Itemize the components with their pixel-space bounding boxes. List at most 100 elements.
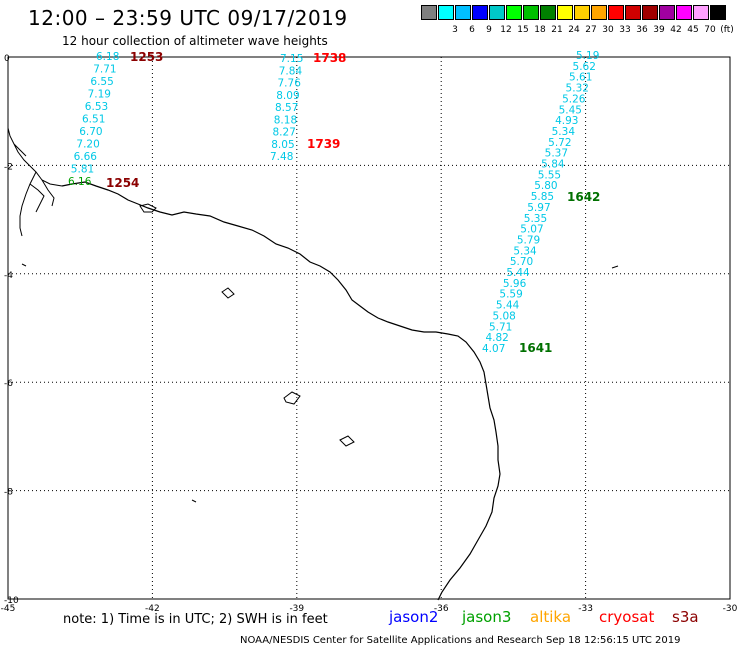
wave-height-value: 6.18 <box>96 51 119 63</box>
wave-height-value: 8.09 <box>276 90 299 102</box>
legend-swatch <box>591 5 607 20</box>
legend-label: 24 <box>568 25 580 35</box>
x-tick-label: -42 <box>145 604 160 614</box>
legend-label: 42 <box>670 25 682 35</box>
legend-swatch <box>472 5 488 20</box>
wave-height-value: 8.18 <box>274 114 297 126</box>
island-2 <box>221 287 235 299</box>
wave-height-value: 4.93 <box>555 115 578 127</box>
track-1641: 5.195.625.615.325.265.454.935.345.725.37… <box>482 50 600 355</box>
track-1738: 7.157.847.768.098.578.188.278.057.48 1738… <box>270 51 346 163</box>
wave-height-value: 5.61 <box>569 72 592 84</box>
pass-time-label: 1738 <box>313 51 346 65</box>
wave-height-value: 6.53 <box>85 101 108 113</box>
legend-swatch <box>455 5 471 20</box>
wave-height-value: 5.44 <box>506 267 530 279</box>
island-6 <box>21 263 27 267</box>
satellite-jason2: jason2 <box>389 608 439 626</box>
credit-line: NOAA/NESDIS Center for Satellite Applica… <box>240 635 681 646</box>
wave-height-value: 5.55 <box>538 169 561 181</box>
legend-swatch <box>540 5 556 20</box>
legend-swatch <box>625 5 641 20</box>
wave-height-value: 5.72 <box>548 137 571 149</box>
legend-label: 21 <box>551 25 563 35</box>
island-1 <box>139 203 157 213</box>
map-frame <box>7 56 731 600</box>
x-tick-label: -36 <box>434 604 449 614</box>
wave-height-value: 7.48 <box>270 151 293 163</box>
wave-height-value: 8.57 <box>275 102 298 114</box>
wave-height-value: 7.84 <box>279 65 303 77</box>
pass-time-label: 1642 <box>567 190 600 204</box>
legend-label: 9 <box>486 25 492 35</box>
island-4 <box>339 435 355 447</box>
wave-height-value: 5.85 <box>531 191 554 203</box>
wave-height-value: 5.80 <box>534 180 557 192</box>
x-tick-label: -30 <box>723 604 738 614</box>
wave-height-value: 5.70 <box>510 256 533 268</box>
legend-swatch <box>489 5 505 20</box>
track-1253: 6.187.716.557.196.536.516.707.206.665.81… <box>68 50 163 190</box>
wave-height-value: 6.66 <box>74 151 98 163</box>
satellite-altika: altika <box>530 608 572 626</box>
legend-swatch <box>676 5 692 20</box>
y-tick-label: 0 <box>4 54 10 64</box>
wave-height-value: 5.81 <box>71 164 94 176</box>
wave-height-value: 7.15 <box>280 53 303 65</box>
legend-label: 70 <box>704 25 716 35</box>
wave-height-value: 5.96 <box>503 278 527 290</box>
satellite-s3a: s3a <box>672 608 699 626</box>
wave-height-value: 6.70 <box>79 126 102 138</box>
wave-height-value: 8.27 <box>273 127 296 139</box>
legend-swatch <box>523 5 539 20</box>
wave-height-value: 5.08 <box>492 310 515 322</box>
y-tick-label: -4 <box>4 271 13 281</box>
legend-label: 45 <box>687 25 699 35</box>
wave-height-value: 5.35 <box>524 213 547 225</box>
legend-label: 27 <box>585 25 597 35</box>
wave-height-value: 5.34 <box>552 126 576 138</box>
legend-swatch <box>608 5 624 20</box>
wave-height-value: 5.59 <box>499 289 522 301</box>
wave-height-value: 5.97 <box>527 202 550 214</box>
wave-height-value: 5.84 <box>541 159 565 171</box>
wave-height-value: 5.79 <box>517 234 540 246</box>
legend-swatch <box>574 5 590 20</box>
map-subtitle: 12 hour collection of altimeter wave hei… <box>62 34 328 48</box>
satellite-jason3: jason3 <box>462 608 512 626</box>
legend-swatch <box>659 5 675 20</box>
map-title: 12:00 – 23:59 UTC 09/17/2019 <box>28 6 348 30</box>
wave-height-value: 4.82 <box>485 332 508 344</box>
wave-height-value: 8.05 <box>271 139 294 151</box>
wave-height-value: 5.19 <box>576 50 599 62</box>
wave-height-value: 5.45 <box>559 104 582 116</box>
pass-time-label: 1254 <box>106 176 139 190</box>
axis-tick-labels: -45 -42 -39 -36 -33 -30 0 -2 -4 -6 -8 -10 <box>1 54 738 614</box>
y-tick-label: -2 <box>4 162 13 172</box>
wave-height-value: 7.71 <box>93 64 116 76</box>
y-tick-label: -10 <box>4 596 19 606</box>
legend-label: 39 <box>653 25 665 35</box>
pass-time-label: 1739 <box>307 137 340 151</box>
wave-height-value: 7.76 <box>278 78 302 90</box>
wave-height-value: 6.55 <box>90 76 113 88</box>
legend-swatch <box>438 5 454 20</box>
x-tick-label: -33 <box>578 604 593 614</box>
wave-height-value: 5.37 <box>545 148 568 160</box>
island-3 <box>283 391 301 405</box>
pass-time-label: 1253 <box>130 50 163 64</box>
legend-swatch <box>642 5 658 20</box>
altimeter-tracks: 6.187.716.557.196.536.516.707.206.665.81… <box>68 50 600 355</box>
legend-label: 15 <box>517 25 529 35</box>
wave-height-value: 5.62 <box>573 61 596 73</box>
wave-height-value: 7.19 <box>88 89 111 101</box>
legend-label: (ft) <box>720 25 734 35</box>
legend-swatch <box>710 5 726 20</box>
y-tick-label: -6 <box>4 379 13 389</box>
wave-height-value: 7.20 <box>76 139 99 151</box>
coastline <box>61 181 501 601</box>
island-5 <box>611 265 619 269</box>
legend-swatch <box>506 5 522 20</box>
footer-note: note: 1) Time is in UTC; 2) SWH is in fe… <box>63 612 328 627</box>
